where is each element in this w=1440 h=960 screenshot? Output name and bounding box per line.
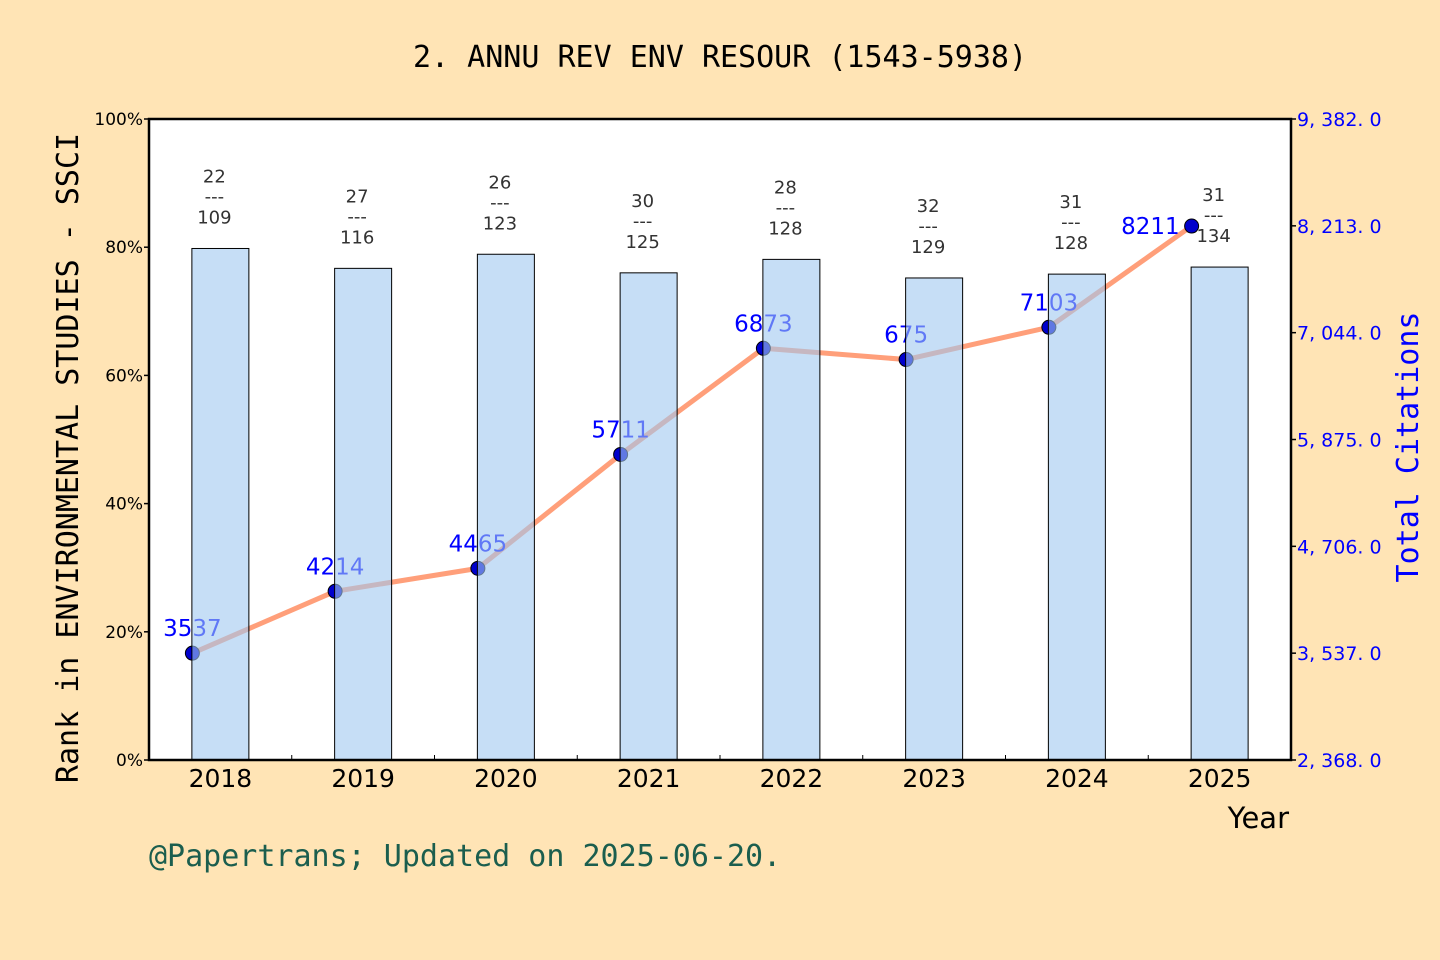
x-tick-label: 2022 (760, 764, 824, 793)
y-axis-right-label: Total Citations (1391, 312, 1426, 583)
y-right-tick-label: 4, 706. 0 (1297, 536, 1382, 558)
x-tick-label: 2021 (617, 764, 681, 793)
rank-bar (476, 253, 535, 761)
rank-separator: --- (1061, 212, 1081, 233)
y-left-tick-label: 80% (105, 238, 143, 258)
x-tick-label: 2025 (1188, 764, 1252, 793)
y-left-tick-label: 60% (105, 366, 143, 386)
y-left-tick-label: 40% (105, 495, 143, 515)
citation-data-label: 8211 (1121, 214, 1180, 240)
y-axis-left-label: Rank in ENVIRONMENTAL STUDIES - SSCI (51, 133, 86, 783)
x-tick-label: 2019 (331, 764, 395, 793)
total-label: 129 (911, 237, 945, 258)
y-right-tick-label: 7, 044. 0 (1297, 323, 1382, 345)
rank-label: 30 (631, 191, 654, 212)
rank-separator: --- (1204, 205, 1224, 226)
citation-point (1184, 218, 1200, 234)
rank-separator: --- (633, 211, 653, 232)
chart-title: 2. ANNU REV ENV RESOUR (1543-5938) (413, 40, 1027, 75)
x-tick-label: 2020 (474, 764, 538, 793)
total-label: 123 (483, 213, 517, 234)
rank-bar (905, 277, 964, 761)
rank-bar (1190, 266, 1249, 761)
rank-bar (619, 272, 678, 761)
rank-label: 32 (917, 196, 940, 217)
footer-credit: @Papertrans; Updated on 2025-06-20. (149, 839, 781, 874)
rank-label: 28 (774, 177, 797, 198)
x-tick-label: 2024 (1045, 764, 1109, 793)
y-left-tick-label: 20% (105, 623, 143, 643)
total-label: 116 (340, 227, 374, 248)
y-right-tick-label: 2, 368. 0 (1297, 750, 1382, 772)
y-left-tick-label: 100% (94, 110, 143, 130)
rank-label: 31 (1202, 185, 1225, 206)
rank-label: 27 (346, 186, 369, 207)
rank-separator: --- (776, 197, 796, 218)
y-right-tick-label: 3, 537. 0 (1297, 643, 1382, 665)
rank-label: 31 (1059, 192, 1082, 213)
total-label: 128 (768, 218, 802, 239)
y-right-tick-label: 5, 875. 0 (1297, 430, 1382, 452)
rank-bar (1047, 273, 1106, 761)
x-tick-label: 2023 (902, 764, 966, 793)
y-right-tick-label: 8, 213. 0 (1297, 216, 1382, 238)
plot-area (149, 119, 1291, 760)
x-tick-label: 2018 (189, 764, 253, 793)
total-label: 109 (197, 207, 231, 228)
rank-separator: --- (918, 216, 938, 237)
rank-bar (334, 267, 393, 761)
y-left-tick-label: 0% (116, 751, 143, 771)
rank-label: 26 (488, 172, 511, 193)
x-axis-label: Year (1227, 801, 1289, 835)
rank-bar (762, 258, 821, 761)
y-right-tick-label: 9, 382. 0 (1297, 109, 1382, 131)
rank-label: 22 (203, 166, 226, 187)
total-label: 128 (1054, 233, 1088, 254)
total-label: 125 (625, 232, 659, 253)
rank-separator: --- (490, 192, 510, 213)
rank-separator: --- (205, 186, 225, 207)
rank-separator: --- (347, 206, 367, 227)
total-label: 134 (1196, 226, 1230, 247)
rank-bar (191, 247, 250, 761)
